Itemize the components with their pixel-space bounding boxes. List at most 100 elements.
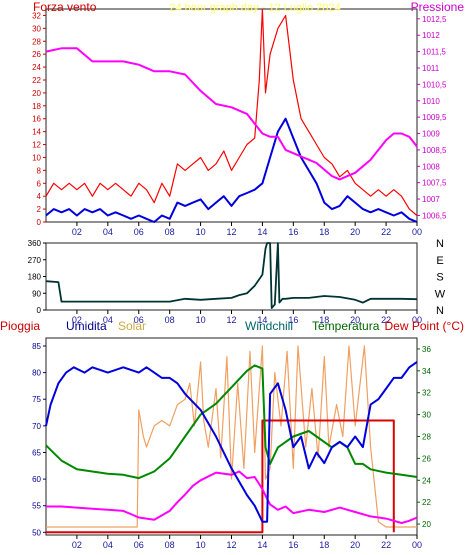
x-tick-label: 08	[165, 540, 175, 550]
x-tick-label: 06	[134, 540, 144, 550]
y-tick-label: 1009,5	[422, 113, 447, 122]
y-tick-label: 50	[32, 528, 41, 537]
x-tick-label: 18	[319, 227, 329, 237]
y-tick-label: 22	[32, 76, 41, 85]
climate-legend-label: Umidita	[66, 319, 107, 333]
y-tick-label: 6	[37, 179, 42, 188]
x-tick-label: 22	[381, 315, 391, 325]
climate-legend-label: Windchill	[245, 319, 293, 333]
y-tick-label: 0	[37, 306, 42, 315]
temperature-series	[45, 364, 418, 480]
climate-legend-label: Temperatura	[312, 319, 380, 333]
wind-plot-area	[45, 8, 418, 223]
y-tick-label: 75	[32, 395, 41, 404]
wind-series	[45, 117, 418, 223]
direction-label: E	[436, 255, 443, 267]
y-tick-label: 26	[422, 454, 431, 463]
y-tick-label: 90	[32, 289, 41, 298]
wind-left-label: Forza vento	[33, 0, 97, 14]
y-tick-label: 55	[32, 502, 41, 511]
y-tick-label: 180	[28, 273, 42, 282]
y-tick-label: 1010	[422, 97, 440, 106]
y-tick-label: 28	[32, 37, 41, 46]
y-tick-label: 8	[37, 166, 42, 175]
x-tick-label: 12	[226, 227, 236, 237]
y-tick-label: 1011	[422, 64, 440, 73]
x-tick-label: 10	[196, 315, 206, 325]
direction-label: N	[436, 305, 444, 317]
y-tick-label: 1012,5	[422, 15, 447, 24]
x-tick-label: 04	[103, 227, 113, 237]
direction-plot-area	[45, 242, 418, 311]
y-tick-label: 80	[32, 369, 41, 378]
y-tick-label: 1010,5	[422, 80, 447, 89]
y-tick-label: 2	[37, 205, 42, 214]
x-tick-label: 06	[134, 227, 144, 237]
y-tick-label: 1007,5	[422, 179, 447, 188]
climate-legend-label: Solar	[118, 319, 146, 333]
x-tick-label: 00	[412, 540, 422, 550]
climate-legend-label: Pioggia	[0, 319, 40, 333]
x-tick-label: 22	[381, 227, 391, 237]
direction-series	[45, 242, 418, 309]
x-tick-label: 06	[134, 315, 144, 325]
x-tick-label: 02	[72, 315, 82, 325]
y-tick-label: 1008	[422, 162, 440, 171]
climate-panel: Pioggia Umidita Solar Windchill Temperatura D…	[0, 319, 464, 550]
y-tick-label: 14	[32, 128, 41, 137]
y-tick-label: 24	[32, 63, 41, 72]
y-tick-label: 1012	[422, 31, 440, 40]
x-tick-label: 00	[412, 227, 422, 237]
y-tick-label: 270	[28, 256, 42, 265]
direction-label: N	[436, 238, 444, 250]
x-tick-label: 20	[350, 540, 360, 550]
x-tick-label: 02	[72, 227, 82, 237]
y-tick-label: 22	[422, 498, 431, 507]
chart-title: 24 hour graph day - 12 Luglio 2024	[169, 2, 340, 14]
x-tick-label: 14	[257, 540, 267, 550]
y-tick-label: 16	[32, 115, 41, 124]
y-tick-label: 30	[422, 411, 431, 420]
y-tick-label: 1011,5	[422, 48, 446, 57]
direction-label: W	[435, 288, 446, 300]
climate-legend-label: Dew Point (°C)	[385, 319, 464, 333]
y-tick-label: 60	[32, 475, 41, 484]
y-tick-label: 4	[37, 192, 42, 201]
y-tick-label: 0	[37, 218, 42, 227]
y-tick-label: 28	[422, 433, 431, 442]
x-tick-label: 08	[165, 227, 175, 237]
y-tick-label: 65	[32, 448, 41, 457]
y-tick-label: 34	[422, 367, 431, 376]
x-tick-label: 18	[319, 315, 329, 325]
y-tick-label: 18	[32, 102, 41, 111]
direction-label: S	[436, 272, 443, 284]
x-tick-label: 20	[350, 227, 360, 237]
x-tick-label: 10	[196, 540, 206, 550]
y-tick-label: 12	[32, 141, 41, 150]
dewpoint-series	[46, 470, 418, 524]
x-tick-label: 20	[350, 315, 360, 325]
y-tick-label: 1007	[422, 195, 440, 204]
y-tick-label: 30	[32, 24, 41, 33]
y-tick-label: 1006,5	[422, 211, 447, 220]
y-tick-label: 26	[32, 50, 41, 59]
y-tick-label: 32	[32, 11, 41, 20]
y-tick-label: 20	[32, 89, 41, 98]
y-tick-label: 36	[422, 345, 431, 354]
x-tick-label: 00	[412, 315, 422, 325]
y-tick-label: 32	[422, 389, 431, 398]
wind-pressure-panel: Forza vento 24 hour graph day - 12 Lugli…	[32, 0, 464, 237]
x-tick-label: 04	[103, 540, 113, 550]
x-tick-label: 16	[288, 227, 298, 237]
y-tick-label: 360	[28, 239, 42, 248]
pressure-series	[45, 47, 418, 181]
x-tick-label: 16	[288, 540, 298, 550]
humidity-series	[45, 361, 418, 523]
y-tick-label: 1008,5	[422, 146, 447, 155]
y-tick-label: 70	[32, 422, 41, 431]
x-tick-label: 18	[319, 540, 329, 550]
x-tick-label: 14	[257, 227, 267, 237]
x-tick-label: 02	[72, 540, 82, 550]
